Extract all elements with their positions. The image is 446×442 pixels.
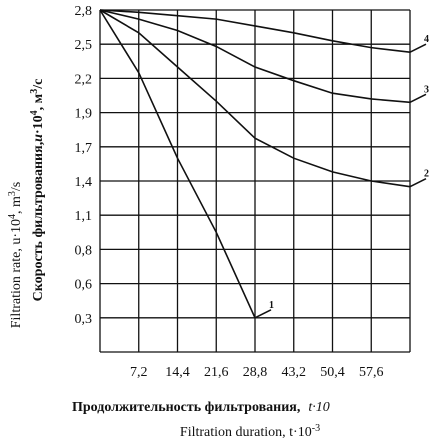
y-tick-label: 0,6	[75, 278, 93, 293]
x-tick-label: 14,4	[165, 365, 190, 380]
x-tick-label: 57,6	[359, 365, 384, 380]
y-tick-label: 2,2	[75, 72, 93, 87]
y-tick-label: 1,4	[75, 175, 93, 190]
chart-series: 1 2 3 4	[99, 9, 429, 319]
series-label-3: 3	[424, 84, 429, 95]
y-tick-label: 1,1	[75, 209, 93, 224]
series-label-leader-3	[409, 93, 427, 104]
x-tick-label: 7,2	[130, 365, 148, 380]
chart-grid	[99, 9, 411, 353]
y-axis-label-en: Filtration rate, u·104, m3/s	[7, 182, 25, 329]
y-axis-label-ru: Скорость фильтрования,u·104, м3/с	[29, 79, 47, 302]
series-line-2	[99, 9, 411, 188]
y-tick-label: 0,8	[75, 243, 93, 258]
series-label-leader-2	[409, 177, 427, 188]
x-axis-label-ru: Продолжительность фильтрования, t·10	[72, 400, 330, 415]
x-tick-label: 50,4	[320, 365, 345, 380]
series-label-1: 1	[269, 300, 274, 311]
x-tick-label: 43,2	[282, 365, 307, 380]
series-line-1	[99, 9, 256, 319]
series-label-leader-4	[409, 43, 427, 53]
series-label-4: 4	[424, 34, 429, 45]
y-tick-label: 2,5	[75, 38, 93, 53]
series-line-3	[99, 9, 411, 104]
y-tick-label: 2,8	[75, 4, 93, 19]
series-line-4	[99, 9, 411, 53]
x-axis-label-en: Filtration duration, t·10-3	[180, 423, 320, 441]
y-tick-label: 0,3	[75, 312, 93, 327]
y-tick-label: 1,9	[75, 107, 93, 122]
y-tick-label: 1,7	[75, 141, 93, 156]
x-tick-label: 28,8	[243, 365, 268, 380]
x-tick-label: 21,6	[204, 365, 229, 380]
series-label-2: 2	[424, 169, 429, 180]
chart-ticks: 2,8 2,5 2,2 1,9 1,7 1,4 1,1 0,8 0,6 0,3 7,2 14,4 21,…	[75, 4, 384, 380]
series-label-leader-1	[254, 309, 272, 319]
